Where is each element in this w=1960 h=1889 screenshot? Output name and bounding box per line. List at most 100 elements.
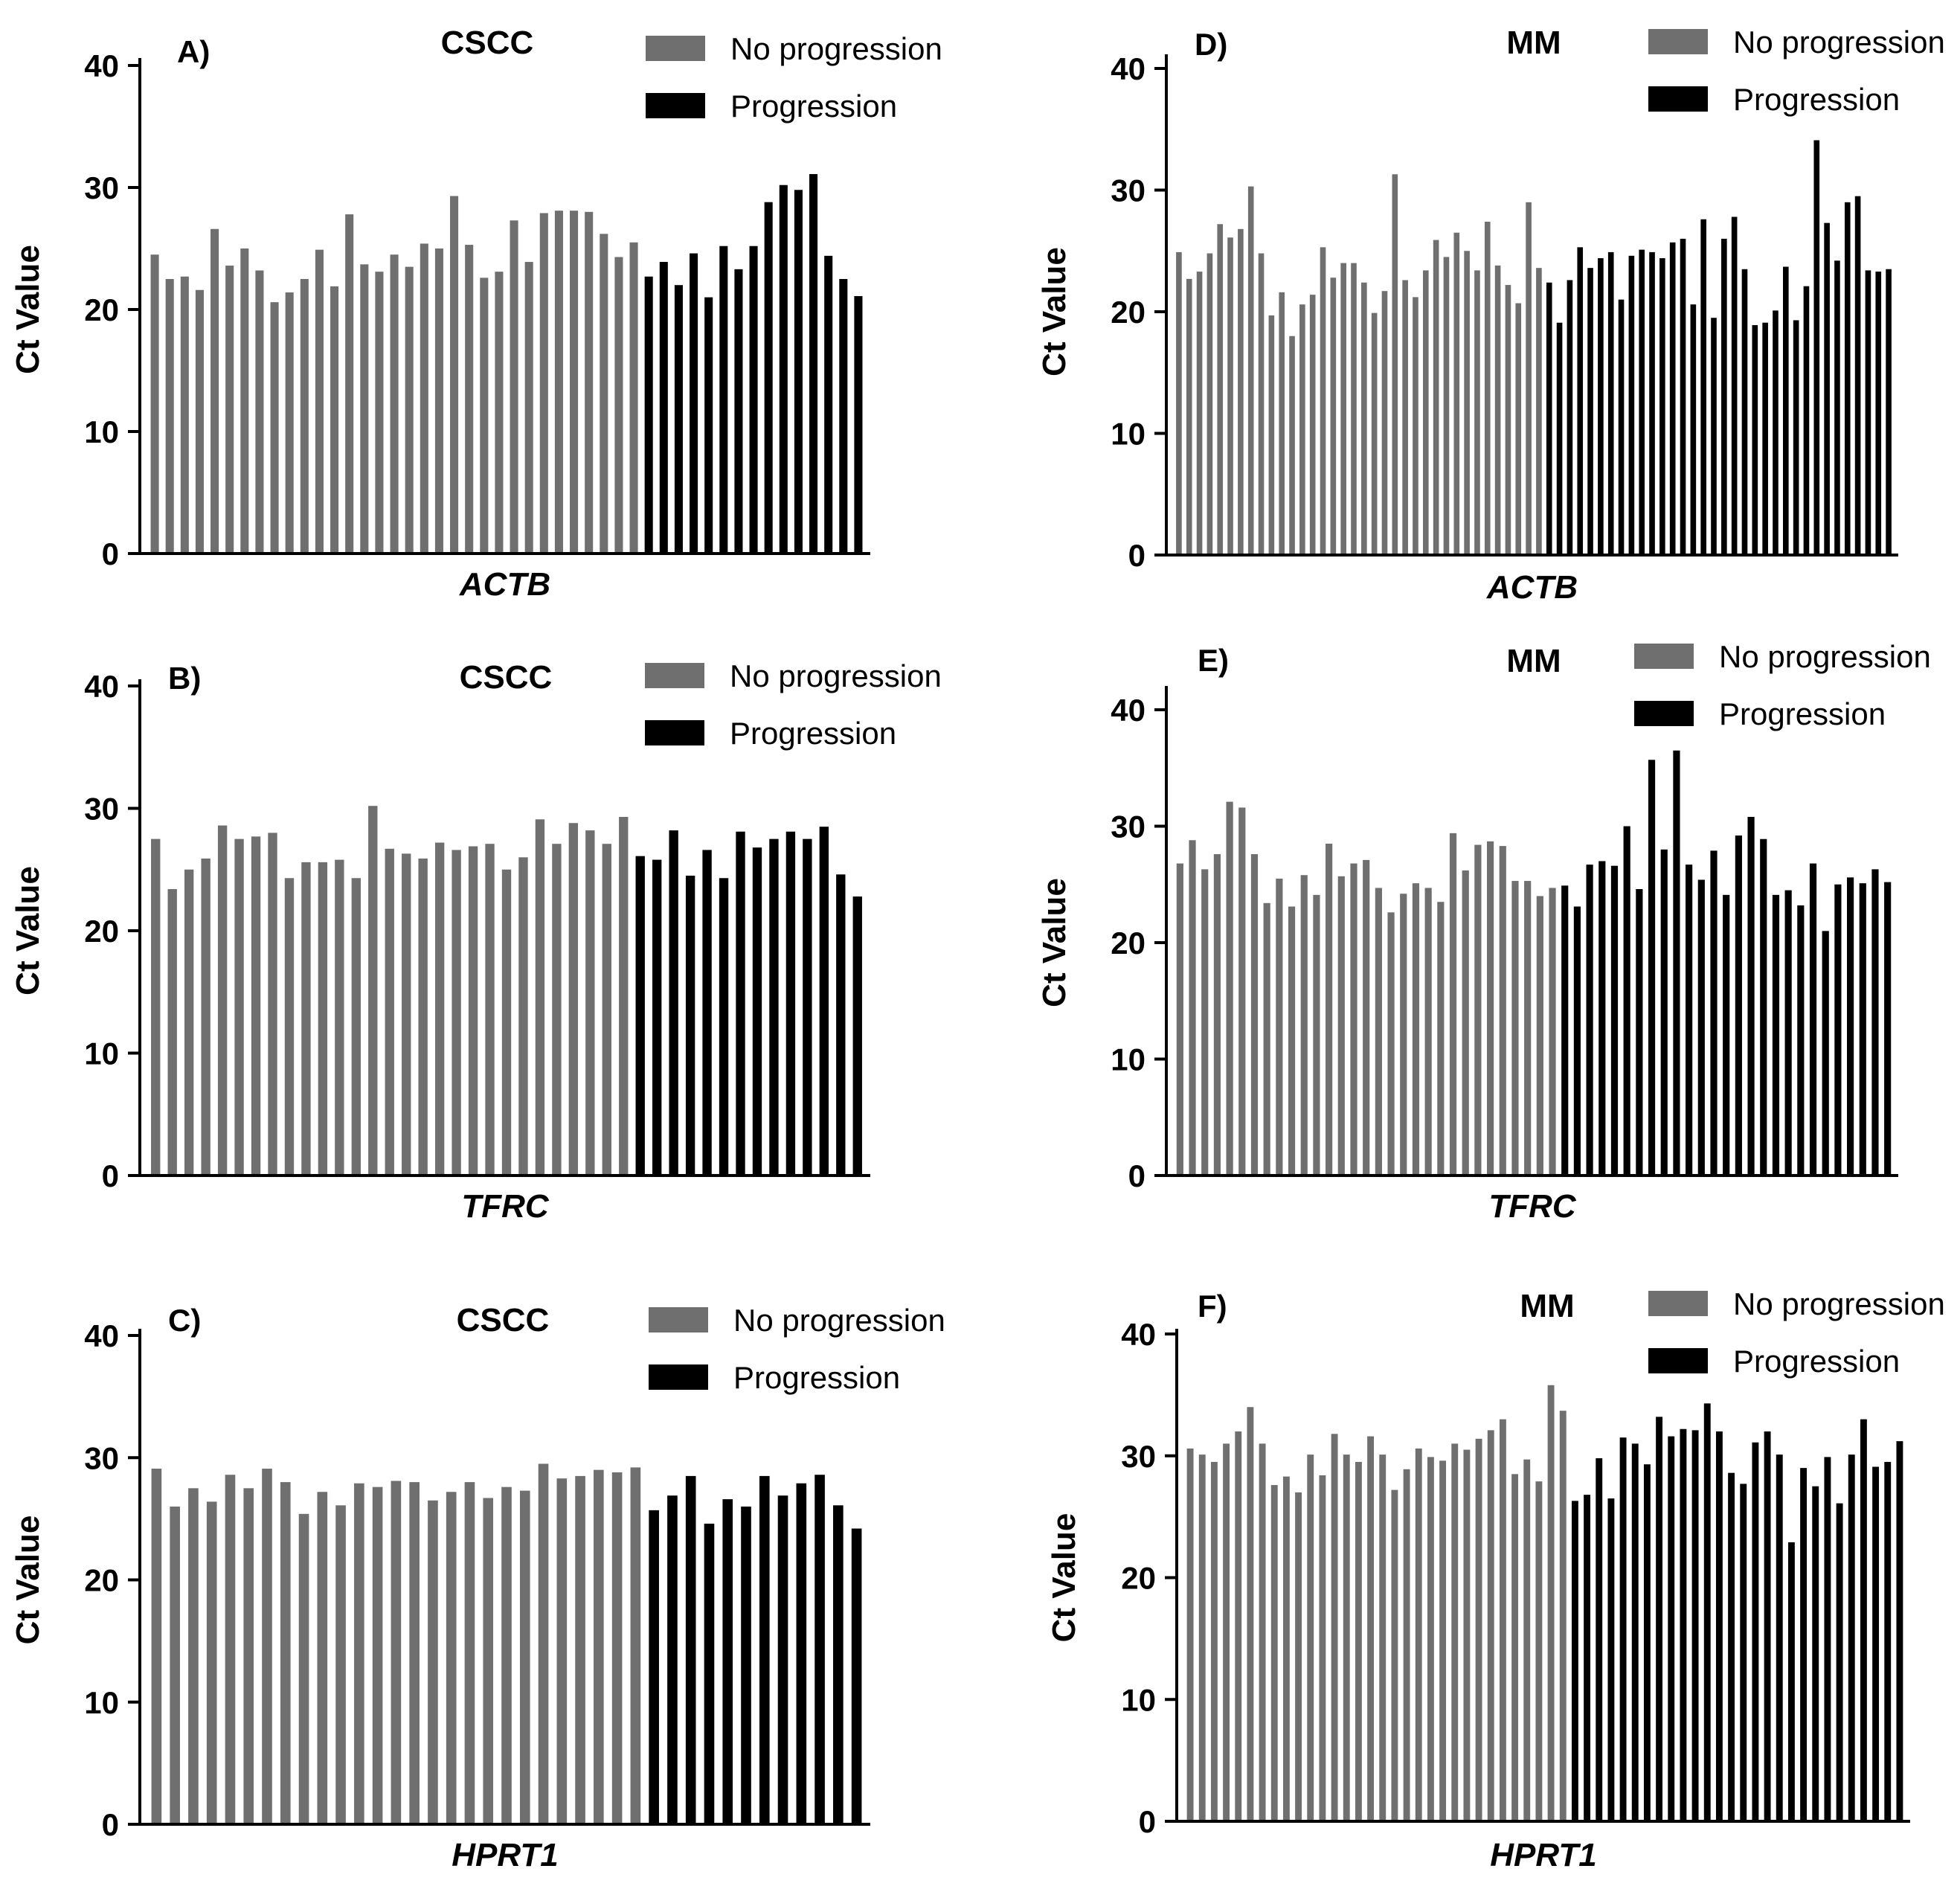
bar-no-progression	[420, 243, 428, 554]
bar-no-progression	[188, 1488, 199, 1824]
bar-no-progression	[1474, 270, 1480, 555]
bar-progression	[1636, 889, 1643, 1176]
chart-title: MM	[1520, 1288, 1574, 1324]
legend-label-progression: Progression	[730, 716, 896, 751]
bar-no-progression	[285, 292, 294, 554]
bar-progression	[1584, 1495, 1591, 1821]
y-tick-label: 20	[1111, 926, 1146, 960]
bar-no-progression	[594, 1469, 604, 1824]
bar-no-progression	[1186, 1448, 1194, 1821]
bar-no-progression	[1235, 1431, 1242, 1821]
panel-label: D)	[1195, 27, 1227, 62]
bar-no-progression	[1259, 1443, 1266, 1822]
bar-no-progression	[391, 1481, 402, 1824]
bar-no-progression	[1351, 263, 1357, 555]
y-tick-label: 20	[1121, 1561, 1156, 1596]
bar-progression	[1822, 931, 1829, 1176]
bar-progression	[1787, 1542, 1795, 1821]
bar-progression	[1715, 1431, 1723, 1821]
bar-no-progression	[1176, 863, 1183, 1176]
bar-no-progression	[1424, 888, 1432, 1176]
bar-no-progression	[1375, 888, 1382, 1176]
bar-progression	[852, 896, 862, 1176]
bar-no-progression	[1331, 1434, 1338, 1821]
bar-progression	[1669, 242, 1676, 555]
bar-progression	[1619, 1437, 1627, 1821]
y-tick-label: 40	[84, 669, 119, 704]
bar-progression	[1875, 272, 1882, 555]
bar-progression	[1797, 905, 1805, 1176]
chart-title: CSCC	[457, 1302, 550, 1338]
legend-swatch-progression	[645, 720, 704, 745]
bar-progression	[1809, 863, 1817, 1176]
bar-no-progression	[450, 196, 459, 554]
legend-swatch-progression	[646, 93, 705, 118]
bar-no-progression	[1295, 1492, 1302, 1822]
bar-progression	[1871, 869, 1879, 1176]
bar-progression	[1673, 750, 1680, 1176]
bar-no-progression	[1326, 843, 1333, 1176]
bar-progression	[1772, 894, 1780, 1176]
bar-no-progression	[524, 262, 533, 554]
bar-no-progression	[1320, 247, 1326, 555]
bar-no-progression	[1288, 906, 1296, 1176]
bar-no-progression	[1217, 224, 1224, 555]
bar-progression	[1656, 1417, 1663, 1821]
bar-no-progression	[301, 862, 311, 1176]
bar-progression	[1711, 318, 1717, 555]
bar-progression	[839, 279, 848, 554]
bar-no-progression	[184, 869, 194, 1176]
bar-no-progression	[385, 848, 394, 1176]
bar-progression	[1834, 260, 1840, 555]
bar-no-progression	[1475, 1438, 1482, 1821]
bar-progression	[1741, 269, 1748, 555]
bar-no-progression	[1463, 1449, 1471, 1821]
bar-no-progression	[1367, 1436, 1375, 1821]
bar-no-progression	[1263, 902, 1270, 1176]
bar-no-progression	[1371, 312, 1378, 555]
bar-progression	[1561, 885, 1569, 1176]
bar-progression	[1680, 238, 1686, 555]
bar-no-progression	[614, 257, 623, 554]
bar-no-progression	[1412, 883, 1420, 1176]
y-tick-label: 10	[84, 414, 119, 449]
chart-title: MM	[1506, 643, 1561, 679]
bar-progression	[819, 827, 829, 1176]
y-tick-label: 0	[102, 1807, 119, 1842]
y-tick-label: 30	[84, 1440, 119, 1475]
bar-progression	[1596, 1458, 1603, 1821]
bar-progression	[749, 246, 758, 554]
chart-panel-a: 0 10 20 30 40 Ct Value ACTB A) CSCC No progressio…	[10, 25, 942, 603]
bar-no-progression	[1462, 870, 1469, 1176]
bar-progression	[644, 276, 653, 554]
bar-progression	[1764, 1431, 1771, 1821]
bar-no-progression	[151, 1469, 162, 1824]
x-axis-label: HPRT1	[1490, 1837, 1596, 1873]
panel-label: F)	[1198, 1289, 1227, 1324]
bar-progression	[722, 1499, 733, 1824]
bar-progression	[1728, 1472, 1735, 1821]
bar-no-progression	[452, 850, 461, 1176]
legend-swatch-no-progression	[1634, 644, 1694, 669]
y-axis-label: Ct Value	[1036, 247, 1073, 376]
bar-progression	[779, 185, 788, 554]
bar-progression	[1659, 258, 1665, 555]
bar-progression	[741, 1506, 751, 1824]
y-tick-label: 40	[1121, 1317, 1156, 1352]
bar-no-progression	[1449, 833, 1457, 1176]
bar-no-progression	[434, 248, 443, 554]
bar-no-progression	[1213, 854, 1221, 1176]
legend-label-no-progression: No progression	[730, 31, 942, 66]
chart-panel-c: 0 10 20 30 40 Ct Value HPRT1 C) CSCC No progressi…	[10, 1302, 945, 1873]
bar-progression	[1648, 760, 1656, 1176]
x-axis-label: TFRC	[1488, 1188, 1577, 1225]
bar-no-progression	[318, 862, 328, 1176]
bar-no-progression	[1423, 270, 1429, 555]
y-axis-label: Ct Value	[10, 245, 46, 374]
bar-progression	[1783, 266, 1789, 555]
bar-no-progression	[1415, 1448, 1422, 1821]
bar-progression	[1812, 1486, 1819, 1821]
bar-no-progression	[1189, 840, 1196, 1176]
bar-progression	[674, 285, 683, 554]
bar-no-progression	[1238, 228, 1244, 555]
